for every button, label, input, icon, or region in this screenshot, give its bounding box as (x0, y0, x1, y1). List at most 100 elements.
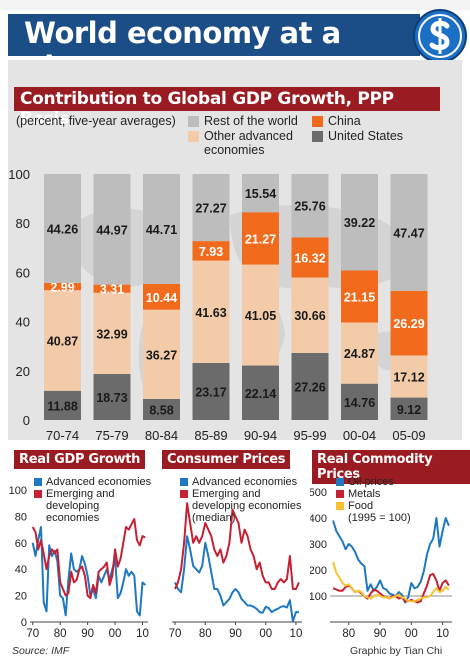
data-label: 21.27 (245, 232, 276, 246)
y-tick-label: 100 (9, 485, 27, 497)
legend-label: Advanced economies (46, 476, 152, 488)
main-chart-units: (percent, five-year averages) (16, 114, 176, 128)
data-label: 32.99 (96, 327, 127, 341)
y-tick-label: 300 (310, 539, 327, 551)
data-label: 7.93 (199, 245, 223, 259)
y-tick-label: 60 (15, 538, 27, 550)
series-line (174, 502, 300, 590)
data-label: 24.87 (344, 347, 375, 361)
x-tick-label: 80 (54, 628, 67, 640)
series-line (174, 535, 299, 623)
bar-segment (242, 365, 279, 420)
x-tick-label: 00 (259, 628, 272, 640)
x-tick-label: 05-09 (392, 428, 425, 443)
data-label: 26.29 (393, 317, 424, 331)
data-label: 3.31 (100, 283, 124, 297)
x-tick-label: 70-74 (46, 428, 79, 443)
bar-segment (242, 174, 279, 213)
y-tick-label: 20 (15, 591, 27, 603)
x-tick-label: 75-79 (95, 428, 128, 443)
data-label: 2.99 (50, 281, 74, 295)
series-line (332, 517, 450, 604)
y-tick-label: 500 (310, 487, 327, 499)
top-strip (0, 0, 470, 10)
bar-segment (93, 373, 131, 420)
bar-segment (291, 352, 329, 420)
bar-segment (192, 363, 230, 420)
stacked-bar-chart: 0 20 40 60 80 100 11.88 40.87 2.99 44.26 70-74 18.7… (8, 167, 428, 443)
legend-advanced: Advanced economies (180, 476, 308, 488)
y-tick-label: 200 (310, 565, 327, 577)
legend-label: Emerging and developing economies (46, 488, 115, 524)
x-tick-label: 00 (109, 628, 122, 640)
y-tick-label: 0 (23, 413, 30, 428)
cpi-legend: Advanced economies Emerging and developi… (180, 476, 308, 524)
bar-segment (44, 390, 81, 420)
x-tick-label: 80 (342, 628, 355, 640)
bar-segment (192, 174, 230, 242)
data-label: 22.14 (245, 387, 276, 401)
legend-united-states: United States (312, 129, 403, 143)
legend-swatch (336, 478, 344, 486)
bar-segment (44, 290, 81, 391)
legend-label: Metals (348, 488, 381, 500)
data-label: 15.54 (245, 187, 276, 201)
bar-segment (341, 322, 378, 384)
y-tick-label: 40 (16, 315, 30, 330)
bar-segment (341, 270, 378, 323)
y-tick-label: 100 (310, 591, 327, 603)
bar-segment (93, 174, 131, 285)
bar-segment (390, 290, 428, 356)
legend-label: Food (348, 500, 374, 512)
data-label: 44.26 (47, 222, 78, 236)
data-label: 40.87 (47, 335, 78, 349)
legend-advanced: Advanced economies (34, 476, 154, 488)
bar-segment (192, 241, 230, 261)
data-label: 8.58 (149, 403, 173, 417)
data-label: 44.97 (96, 223, 127, 237)
consumer-prices-line-chart: 70 80 90 00 10 (169, 502, 303, 640)
data-label: 16.32 (294, 251, 325, 265)
bar-segment (143, 309, 180, 399)
legend-swatch (180, 490, 188, 498)
x-tick-label: 80 (199, 628, 212, 640)
y-tick-label: 400 (310, 513, 327, 525)
bar-segment (341, 174, 378, 271)
bar-segment (390, 355, 428, 398)
legend-emerging: Emerging and developing economies (34, 488, 154, 524)
legend-swatch (336, 490, 344, 498)
main-chart-title: Contribution to Global GDP Growth, PPP B… (20, 89, 394, 129)
bar-segment (390, 397, 428, 420)
legend-swatch (34, 490, 42, 498)
x-tick-label: 70 (169, 628, 182, 640)
data-label: 14.76 (344, 396, 375, 410)
legend-swatch (188, 116, 199, 127)
bar-segment (44, 174, 81, 283)
data-label: 30.66 (294, 309, 325, 323)
gdp-legend: Advanced economies Emerging and developi… (34, 476, 154, 524)
base-year-note: (1995 = 100) (348, 512, 411, 524)
data-label: 27.26 (294, 380, 325, 394)
x-tick-label: 90 (81, 628, 94, 640)
y-tick-label: 0 (21, 617, 27, 629)
x-tick-label: 10 (436, 628, 449, 640)
bar-segment (291, 174, 329, 238)
legend-note: (1995 = 100) (348, 512, 446, 524)
data-label: 47.47 (393, 226, 424, 240)
data-label: 39.22 (344, 216, 375, 230)
bar-segment (390, 174, 428, 291)
x-tick-label: 00-04 (343, 428, 376, 443)
x-tick-label: 10 (290, 628, 303, 640)
legend-food: Food (336, 500, 446, 512)
legend-oil: Oil prices (336, 476, 446, 488)
legend-rest-of-world: Rest of the world (188, 114, 298, 128)
bar-segment (291, 277, 329, 353)
data-label: 44.71 (146, 223, 177, 237)
legend-swatch (312, 131, 323, 142)
series-line (31, 526, 146, 617)
data-label: 36.27 (146, 348, 177, 362)
data-label: 21.15 (344, 290, 375, 304)
x-tick-label: 00 (405, 628, 418, 640)
legend-label: Other advanced economies (204, 129, 293, 157)
x-tick-label: 10 (136, 628, 149, 640)
